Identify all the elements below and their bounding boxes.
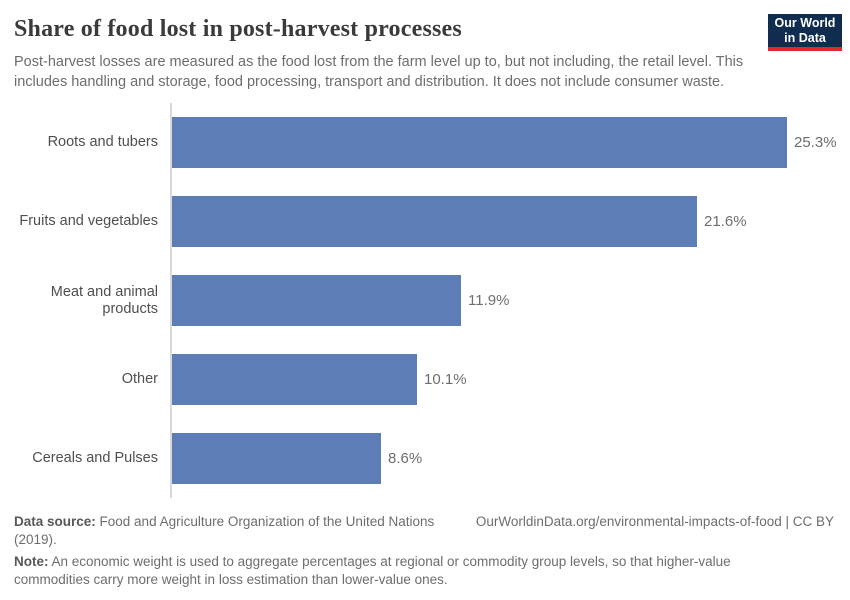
note-text: An economic weight is used to aggregate … <box>14 554 731 587</box>
source-row: Data source: Food and Agriculture Organi… <box>14 513 834 548</box>
owid-logo-line2: in Data <box>784 30 826 45</box>
data-source: Data source: Food and Agriculture Organi… <box>14 513 476 548</box>
bar-row: Other 10.1% <box>0 340 850 419</box>
category-label: Fruits and vegetables <box>19 213 158 229</box>
bar-area: 25.3% <box>170 103 850 182</box>
bar-area: 11.9% <box>170 261 850 340</box>
data-source-label: Data source: <box>14 514 96 529</box>
bar-area: 10.1% <box>170 340 850 419</box>
value-label: 10.1% <box>424 371 467 388</box>
bar-area: 8.6% <box>170 419 850 498</box>
bar-row: Fruits and vegetables 21.6% <box>0 182 850 261</box>
data-source-text: Food and Agriculture Organization of the… <box>14 514 435 547</box>
page-title: Share of food lost in post-harvest proce… <box>14 16 462 42</box>
bar[interactable] <box>172 196 697 247</box>
value-label: 11.9% <box>468 292 510 309</box>
category-label: Meat and animal products <box>50 283 158 317</box>
category-label: Roots and tubers <box>47 134 158 150</box>
value-label: 25.3% <box>794 134 837 151</box>
footnote: Note: An economic weight is used to aggr… <box>14 553 796 588</box>
bar-row: Roots and tubers 25.3% <box>0 103 850 182</box>
bar-area: 21.6% <box>170 182 850 261</box>
chart-subtitle: Post-harvest losses are measured as the … <box>14 54 744 90</box>
plot-area: Roots and tubers 25.3% Fruits and vegeta… <box>0 103 850 498</box>
value-label: 8.6% <box>388 450 423 467</box>
owid-logo[interactable]: Our World in Data <box>768 14 842 51</box>
owid-logo-line1: Our World <box>774 15 836 30</box>
bar-row: Cereals and Pulses 8.6% <box>0 419 850 498</box>
bar[interactable] <box>172 275 461 326</box>
chart-footer: Data source: Food and Agriculture Organi… <box>14 513 834 588</box>
note-label: Note: <box>14 554 49 569</box>
value-label: 21.6% <box>704 213 747 230</box>
bar[interactable] <box>172 433 381 484</box>
bar[interactable] <box>172 354 417 405</box>
bar[interactable] <box>172 117 787 168</box>
category-label: Other <box>121 371 158 387</box>
chart-header: Share of food lost in post-harvest proce… <box>0 0 850 92</box>
bar-row: Meat and animal products 11.9% <box>0 261 850 340</box>
owid-url-link[interactable]: OurWorldinData.org/environmental-impacts… <box>475 514 834 529</box>
bar-chart: Roots and tubers 25.3% Fruits and vegeta… <box>0 103 850 498</box>
category-label: Cereals and Pulses <box>32 450 158 466</box>
